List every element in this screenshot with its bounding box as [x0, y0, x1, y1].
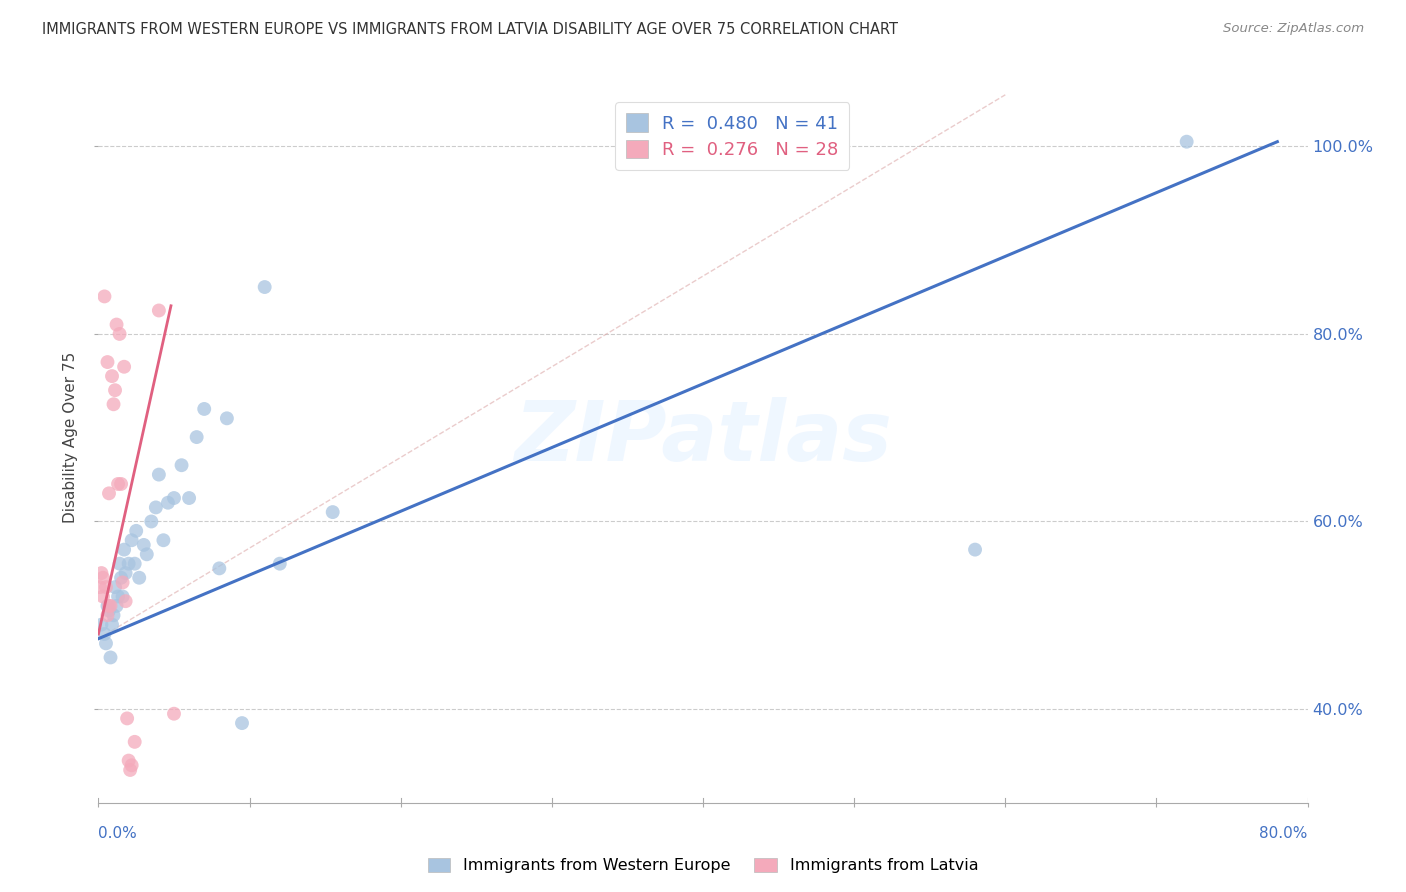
Point — [141, 515, 163, 529]
Point — [98, 599, 121, 613]
Point — [103, 608, 125, 623]
Point — [1175, 135, 1198, 149]
Point — [90, 566, 112, 580]
Point — [91, 571, 114, 585]
Point — [104, 580, 127, 594]
Point — [105, 599, 128, 613]
Point — [93, 289, 115, 303]
Point — [111, 590, 134, 604]
Point — [93, 627, 115, 641]
Point — [101, 369, 124, 384]
Point — [112, 359, 135, 374]
Point — [96, 355, 118, 369]
Point — [120, 763, 142, 777]
Point — [124, 735, 146, 749]
Point — [163, 706, 186, 721]
Text: ZIPatlas: ZIPatlas — [515, 397, 891, 477]
Point — [98, 603, 121, 617]
Text: Source: ZipAtlas.com: Source: ZipAtlas.com — [1223, 22, 1364, 36]
Point — [124, 557, 146, 571]
Point — [135, 547, 157, 561]
Text: IMMIGRANTS FROM WESTERN EUROPE VS IMMIGRANTS FROM LATVIA DISABILITY AGE OVER 75 : IMMIGRANTS FROM WESTERN EUROPE VS IMMIGR… — [42, 22, 898, 37]
Text: 80.0%: 80.0% — [1260, 826, 1308, 841]
Point — [121, 758, 143, 772]
Point — [269, 557, 291, 571]
Point — [111, 575, 134, 590]
Point — [90, 617, 112, 632]
Point — [322, 505, 344, 519]
Point — [163, 491, 186, 505]
Point — [91, 590, 114, 604]
Point — [108, 326, 131, 341]
Point — [98, 486, 121, 500]
Point — [110, 477, 132, 491]
Y-axis label: Disability Age Over 75: Disability Age Over 75 — [63, 351, 79, 523]
Point — [96, 608, 118, 623]
Point — [148, 467, 170, 482]
Point — [170, 458, 193, 473]
Point — [94, 636, 117, 650]
Point — [89, 580, 111, 594]
Point — [96, 599, 118, 613]
Point — [128, 571, 150, 585]
Point — [208, 561, 231, 575]
Point — [107, 477, 129, 491]
Point — [152, 533, 174, 548]
Point — [94, 580, 117, 594]
Point — [118, 557, 141, 571]
Text: 0.0%: 0.0% — [98, 826, 138, 841]
Point — [231, 716, 253, 731]
Point — [108, 557, 131, 571]
Point — [104, 383, 127, 397]
Legend: R =  0.480   N = 41, R =  0.276   N = 28: R = 0.480 N = 41, R = 0.276 N = 28 — [616, 103, 849, 169]
Point — [148, 303, 170, 318]
Point — [179, 491, 201, 505]
Point — [114, 566, 136, 580]
Point — [145, 500, 167, 515]
Point — [125, 524, 148, 538]
Point — [100, 599, 122, 613]
Point — [101, 617, 124, 632]
Point — [132, 538, 155, 552]
Point — [186, 430, 208, 444]
Point — [107, 590, 129, 604]
Point — [253, 280, 276, 294]
Point — [105, 318, 128, 332]
Point — [110, 571, 132, 585]
Point — [118, 754, 141, 768]
Point — [115, 711, 138, 725]
Point — [965, 542, 987, 557]
Point — [114, 594, 136, 608]
Point — [121, 533, 143, 548]
Legend: Immigrants from Western Europe, Immigrants from Latvia: Immigrants from Western Europe, Immigran… — [422, 851, 984, 880]
Point — [215, 411, 238, 425]
Point — [100, 650, 122, 665]
Point — [112, 542, 135, 557]
Point — [156, 496, 179, 510]
Point — [193, 401, 215, 416]
Point — [103, 397, 125, 411]
